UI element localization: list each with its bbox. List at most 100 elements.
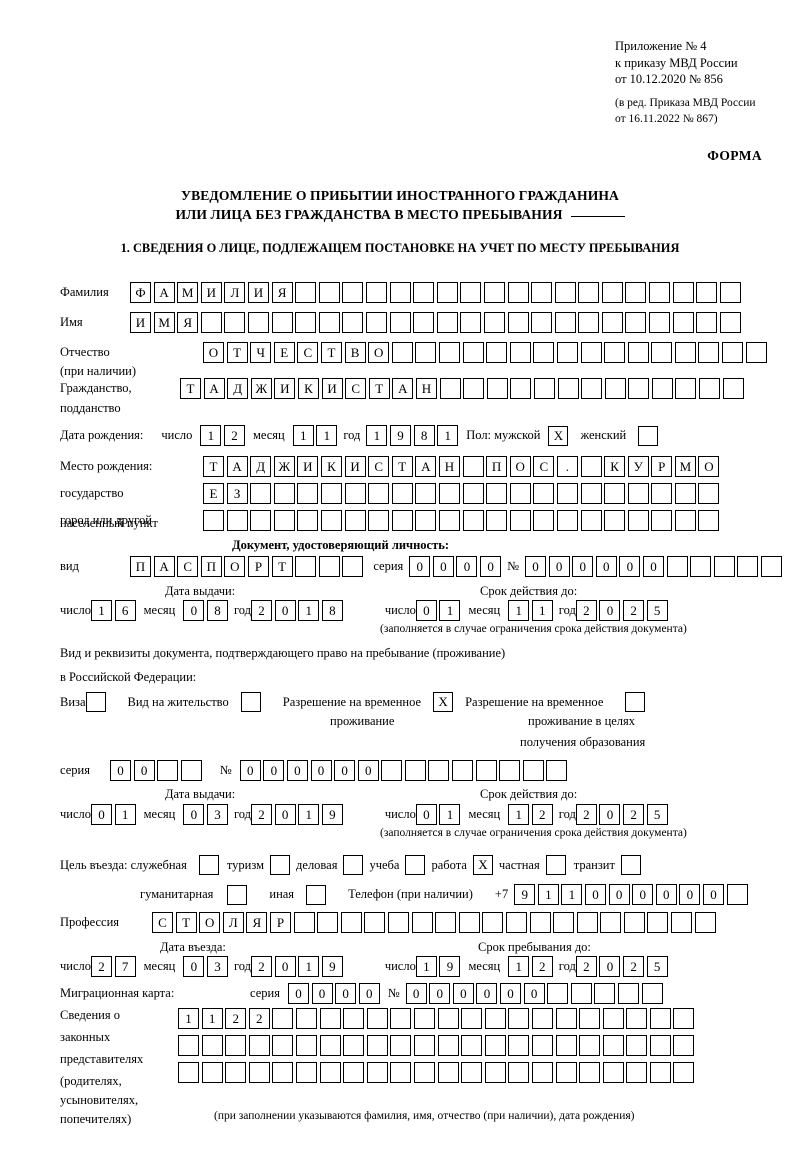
char-cell[interactable] — [317, 912, 339, 933]
char-cell[interactable] — [499, 760, 521, 781]
char-cell[interactable]: К — [320, 456, 342, 477]
char-cell[interactable] — [649, 282, 671, 303]
char-cell[interactable] — [555, 1062, 577, 1083]
char-cell[interactable] — [698, 342, 720, 363]
char-cell[interactable] — [673, 1008, 695, 1029]
char-cell[interactable] — [557, 378, 579, 399]
char-cell[interactable]: 0 — [525, 556, 547, 577]
char-cell[interactable] — [157, 760, 179, 781]
char-cell[interactable]: И — [297, 456, 319, 477]
char-cell[interactable] — [486, 378, 508, 399]
char-cell[interactable]: 0 — [311, 983, 333, 1004]
char-cell[interactable]: 0 — [274, 804, 296, 825]
char-cell[interactable]: П — [200, 556, 222, 577]
char-cell[interactable] — [364, 912, 386, 933]
char-cell[interactable] — [641, 983, 663, 1004]
char-cell[interactable]: У — [627, 456, 649, 477]
char-cell[interactable]: О — [368, 342, 390, 363]
char-cell[interactable] — [438, 342, 460, 363]
char-cell[interactable] — [649, 1008, 671, 1029]
char-cell[interactable] — [180, 760, 202, 781]
char-cell[interactable] — [604, 342, 626, 363]
char-cell[interactable] — [387, 912, 409, 933]
char-cell[interactable] — [556, 483, 578, 504]
char-cell[interactable] — [482, 912, 504, 933]
char-cell[interactable]: Е — [273, 342, 295, 363]
char-cell[interactable] — [462, 342, 484, 363]
char-cell[interactable]: 1 — [91, 600, 113, 621]
char-cell[interactable]: Т — [271, 556, 293, 577]
char-cell[interactable] — [508, 1035, 530, 1056]
char-cell[interactable] — [415, 510, 437, 531]
char-cell[interactable]: 0 — [595, 556, 617, 577]
char-cell[interactable]: 0 — [110, 760, 131, 781]
char-cell[interactable] — [389, 282, 411, 303]
char-cell[interactable]: 0 — [286, 760, 308, 781]
char-cell[interactable] — [546, 760, 568, 781]
char-cell[interactable] — [178, 1035, 199, 1056]
char-cell[interactable] — [651, 378, 673, 399]
char-cell[interactable] — [602, 1035, 624, 1056]
char-cell[interactable]: Е — [203, 483, 224, 504]
char-cell[interactable]: 0 — [357, 760, 379, 781]
char-cell[interactable]: 1 — [437, 425, 459, 446]
purpose-official-checkbox[interactable] — [198, 855, 219, 875]
char-cell[interactable]: Т — [368, 378, 390, 399]
char-cell[interactable] — [461, 1008, 483, 1029]
char-cell[interactable] — [390, 1035, 412, 1056]
char-cell[interactable] — [737, 556, 759, 577]
char-cell[interactable]: 0 — [548, 556, 570, 577]
sex-female-checkbox[interactable] — [638, 425, 659, 446]
char-cell[interactable]: 2 — [531, 956, 553, 977]
char-cell[interactable] — [411, 912, 433, 933]
char-cell[interactable] — [666, 556, 688, 577]
char-cell[interactable] — [649, 312, 671, 333]
char-cell[interactable]: И — [321, 378, 343, 399]
char-cell[interactable] — [483, 312, 505, 333]
char-cell[interactable] — [365, 282, 387, 303]
char-cell[interactable]: 0 — [432, 556, 454, 577]
char-cell[interactable] — [576, 912, 598, 933]
char-cell[interactable]: С — [368, 456, 390, 477]
char-cell[interactable] — [462, 483, 484, 504]
char-cell[interactable] — [722, 342, 744, 363]
char-cell[interactable]: 0 — [500, 983, 522, 1004]
char-cell[interactable] — [438, 510, 460, 531]
char-cell[interactable]: Д — [227, 378, 249, 399]
char-cell[interactable]: 6 — [114, 600, 136, 621]
char-cell[interactable] — [529, 912, 551, 933]
char-cell[interactable] — [508, 1062, 530, 1083]
char-cell[interactable]: 1 — [292, 425, 314, 446]
char-cell[interactable] — [247, 312, 269, 333]
char-cell[interactable] — [531, 312, 553, 333]
char-cell[interactable]: О — [224, 556, 246, 577]
char-cell[interactable] — [690, 556, 712, 577]
legal-rep-input-2[interactable] — [178, 1035, 695, 1056]
char-cell[interactable] — [698, 483, 720, 504]
char-cell[interactable] — [344, 483, 366, 504]
char-cell[interactable]: 0 — [702, 884, 724, 905]
char-cell[interactable] — [295, 1008, 317, 1029]
char-cell[interactable] — [295, 1062, 317, 1083]
temp-edu-checkbox[interactable] — [625, 692, 646, 712]
char-cell[interactable]: К — [604, 456, 626, 477]
char-cell[interactable]: С — [177, 556, 199, 577]
char-cell[interactable] — [460, 312, 482, 333]
char-cell[interactable] — [366, 1062, 388, 1083]
char-cell[interactable] — [533, 510, 555, 531]
char-cell[interactable] — [319, 1008, 341, 1029]
char-cell[interactable]: А — [153, 556, 175, 577]
char-cell[interactable]: 9 — [439, 956, 461, 977]
char-cell[interactable]: 0 — [287, 983, 309, 1004]
char-cell[interactable] — [343, 1008, 365, 1029]
char-cell[interactable]: И — [274, 378, 296, 399]
char-cell[interactable] — [578, 312, 600, 333]
char-cell[interactable] — [601, 312, 623, 333]
char-cell[interactable]: 0 — [476, 983, 498, 1004]
